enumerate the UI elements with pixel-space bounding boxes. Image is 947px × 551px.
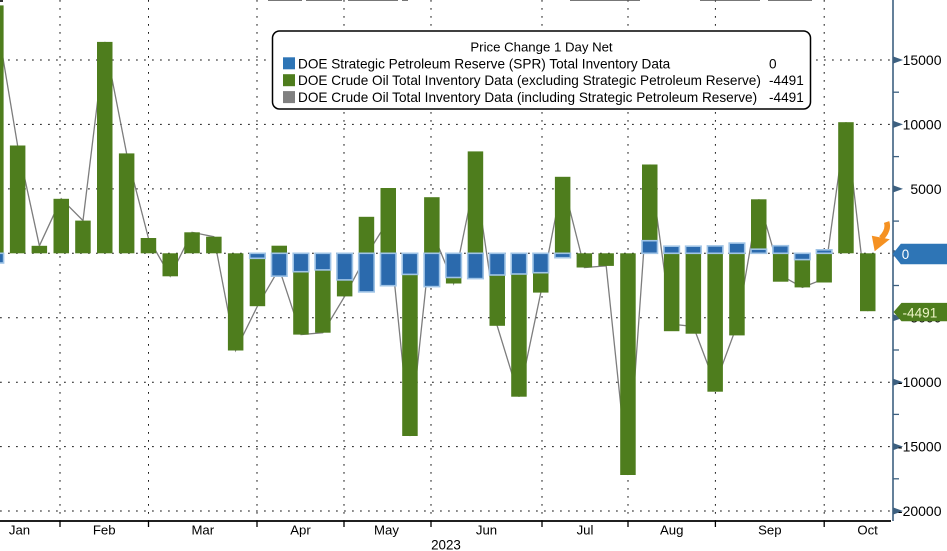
svg-text:Jun: Jun [476, 523, 497, 538]
svg-text:0: 0 [769, 56, 777, 71]
svg-text:Price Change 1 Day Net: Price Change 1 Day Net [470, 40, 613, 55]
svg-text:Aug: Aug [660, 523, 683, 538]
svg-text:-20000: -20000 [898, 503, 942, 519]
svg-text:5000: 5000 [910, 181, 941, 197]
svg-text:-4491: -4491 [903, 306, 938, 321]
svg-text:Jul: Jul [577, 523, 594, 538]
svg-text:May: May [374, 523, 399, 538]
svg-text:Mar: Mar [191, 523, 214, 538]
svg-text:0: 0 [902, 247, 909, 262]
svg-text:DOE Crude Oil Total Inventory: DOE Crude Oil Total Inventory Data (excl… [298, 73, 761, 88]
svg-text:Sep: Sep [758, 523, 781, 538]
svg-text:Apr: Apr [290, 523, 311, 538]
svg-text:-4491: -4491 [769, 90, 804, 105]
svg-text:Feb: Feb [93, 523, 116, 538]
svg-text:2023: 2023 [431, 538, 461, 551]
svg-text:DOE Strategic Petroleum Reserv: DOE Strategic Petroleum Reserve (SPR) To… [298, 56, 671, 71]
svg-text:15000: 15000 [903, 52, 942, 68]
svg-text:-10000: -10000 [898, 374, 942, 390]
svg-text:-15000: -15000 [898, 439, 942, 455]
svg-text:10000: 10000 [903, 116, 942, 132]
svg-text:DOE Crude Oil Total Inventory: DOE Crude Oil Total Inventory Data (incl… [298, 90, 757, 105]
svg-text:-4491: -4491 [769, 73, 804, 88]
svg-text:Oct: Oct [857, 523, 878, 538]
svg-text:Jan: Jan [9, 523, 30, 538]
